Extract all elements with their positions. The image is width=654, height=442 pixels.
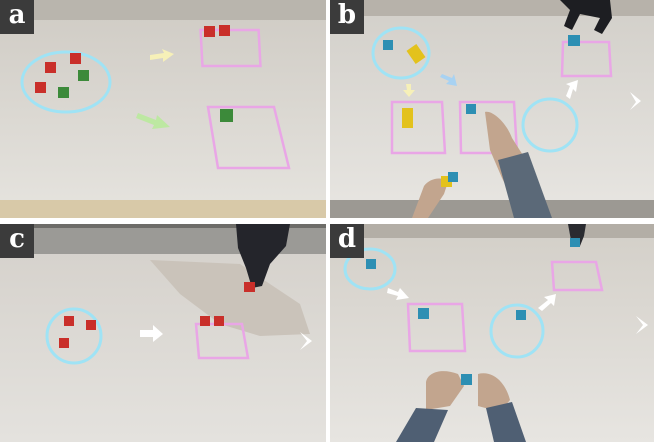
target-zone: [550, 260, 604, 292]
hand: [478, 373, 510, 412]
target-zone: [390, 100, 447, 155]
target-zone: [206, 105, 291, 170]
source-circle: [20, 50, 112, 114]
blue-cube: [516, 310, 526, 320]
arm-sleeve: [498, 152, 552, 218]
panel-d: d: [330, 224, 654, 442]
arrow-icon: [566, 80, 578, 99]
panel-label: b: [330, 0, 364, 34]
arm-sleeve: [396, 408, 448, 442]
corner-marker: [300, 332, 312, 350]
yellow-cube: [402, 108, 413, 128]
panel-label: c: [0, 224, 34, 258]
red-cube: [35, 82, 46, 93]
blue-cube: [568, 35, 580, 46]
hand: [412, 178, 448, 218]
panel-b-photo: [330, 0, 654, 218]
blue-cube: [366, 259, 376, 269]
blue-cube: [466, 104, 476, 114]
target-zone: [406, 302, 467, 353]
blue-cube: [383, 40, 393, 50]
robot-gripper: [560, 0, 612, 34]
panel-c: c: [0, 224, 326, 442]
panel-label: d: [330, 224, 364, 258]
arrow-icon: [538, 294, 556, 311]
panel-d-photo: [330, 224, 654, 442]
arrow-icon: [150, 49, 174, 62]
blue-cube: [418, 308, 429, 319]
table-shadow: [150, 260, 310, 336]
red-cube: [204, 26, 215, 37]
yellow-cube: [441, 176, 452, 187]
panel-a-photo: [0, 0, 326, 218]
panel-label: a: [0, 0, 34, 34]
target-circle: [489, 303, 545, 359]
blue-cube: [448, 172, 458, 182]
yellow-cube: [406, 44, 426, 64]
red-cube: [214, 316, 224, 326]
hand: [426, 371, 464, 410]
arrow-icon: [140, 325, 163, 342]
red-cube: [59, 338, 69, 348]
red-cube: [244, 282, 255, 292]
robot-arm: [236, 224, 290, 288]
target-circle: [521, 97, 579, 153]
arrow-icon: [387, 288, 409, 300]
red-cube: [200, 316, 210, 326]
source-circle: [343, 247, 397, 291]
red-cube: [219, 25, 230, 36]
arrow-icon: [403, 84, 415, 97]
corner-marker: [630, 92, 641, 110]
green-cube: [78, 70, 89, 81]
red-cube: [70, 53, 81, 64]
source-circle: [371, 26, 431, 80]
source-circle: [45, 307, 103, 365]
target-zone: [194, 322, 250, 360]
arrow-icon: [136, 113, 170, 129]
red-cube: [64, 316, 74, 326]
blue-cube: [570, 238, 580, 247]
panel-b: b: [330, 0, 654, 218]
green-cube: [220, 109, 233, 122]
corner-marker: [636, 316, 648, 334]
blue-cube: [461, 374, 472, 385]
panel-a: a: [0, 0, 326, 218]
arrow-icon: [440, 74, 457, 86]
panel-c-photo: [0, 224, 326, 442]
arm-sleeve: [486, 402, 526, 442]
green-cube: [58, 87, 69, 98]
red-cube: [45, 62, 56, 73]
target-zone: [560, 40, 613, 78]
red-cube: [86, 320, 96, 330]
